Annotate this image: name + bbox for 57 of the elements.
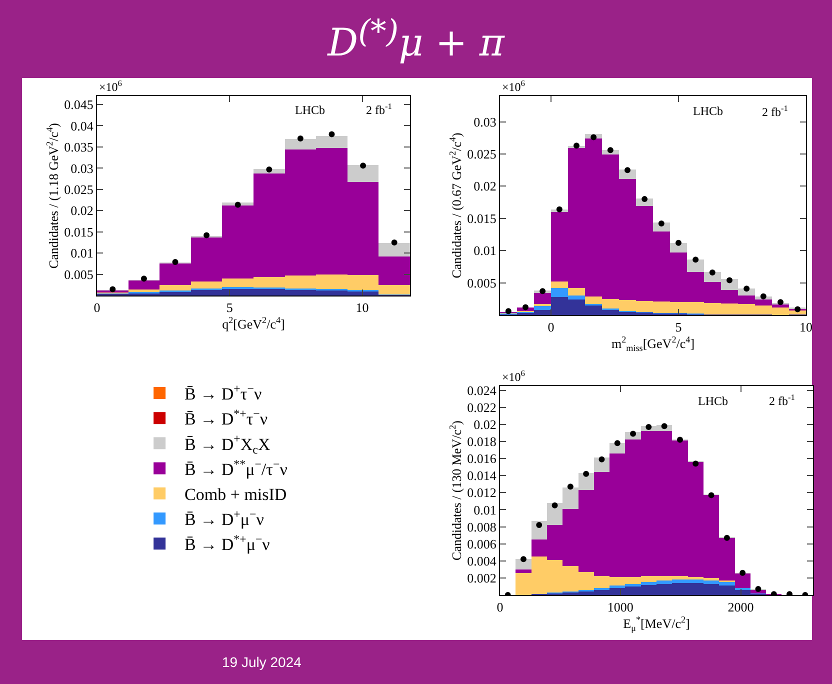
- y-tick-label: 0.005: [64, 266, 94, 282]
- annotation: 2 fb$^{-1}$: [366, 102, 392, 118]
- text: ×10$^{6}$: [502, 79, 525, 94]
- y-tick-label: 0.02: [474, 416, 496, 432]
- x-tick-label: 5: [226, 300, 233, 316]
- y-tick-label: 0.03: [474, 114, 496, 130]
- y-tick-label: 0.016: [467, 451, 497, 466]
- y-tick-label: 0.02: [474, 178, 496, 194]
- y-tick-label: 0.03: [70, 160, 94, 176]
- x-tick-label: 2000: [728, 600, 754, 615]
- x-tick-label: 0: [496, 600, 504, 615]
- x-axis-title: E$_{μ}$$^{*}$[MeV/c$^{2}$]: [623, 614, 690, 633]
- y-tick-label: 0.015: [467, 210, 496, 226]
- annotation: LHCb: [693, 104, 723, 118]
- y-tick-label: 0.02: [70, 203, 94, 218]
- legend-label: B̄ → D$^{+}$τ$^{−}$ν: [184, 381, 262, 404]
- y-tick-label: 0.025: [467, 146, 496, 162]
- legend-label: B̄ → D$^{*+}$τ$^{−}$ν: [184, 406, 268, 429]
- annotation: 2 fb$^{-1}$: [762, 104, 788, 120]
- text: ×10$^{6}$: [502, 369, 525, 384]
- y-tick-label: 0.004: [467, 553, 497, 568]
- legend-label: Comb + misID: [184, 485, 287, 504]
- y-tick-label: 0.002: [467, 570, 496, 586]
- y-tick-label: 0.01: [70, 246, 94, 261]
- y-tick-label: 0.014: [467, 468, 497, 484]
- y-tick-label: 0.008: [467, 519, 496, 534]
- y-tick-label: 0.018: [467, 434, 496, 449]
- y-tick-label: 0.015: [64, 224, 94, 240]
- x-axis-title: m$^{2}$$_{miss}$[GeV$^{2}$/c$^{4}$]: [611, 334, 695, 353]
- annotation: 2 fb$^{-1}$: [769, 393, 795, 408]
- y-tick-label: 0.025: [64, 182, 94, 197]
- x-tick-label: 0: [94, 300, 100, 316]
- text: ×10$^{6}$: [99, 79, 122, 94]
- x-tick-label: 0: [548, 320, 554, 335]
- y-tick-label: 0.04: [70, 118, 94, 134]
- annotation: LHCb: [295, 103, 325, 117]
- legend-label: B̄ → D$^{+}$X$_{c}$X: [184, 432, 270, 456]
- text: 19 July 2024: [222, 654, 302, 670]
- legend-label: B̄ → D$^{**}$μ$^{−}$/τ$^{−}$ν: [184, 456, 288, 479]
- x-tick-label: 10: [356, 300, 369, 316]
- y-tick-label: 0.005: [467, 275, 496, 290]
- y-tick-label: 0.022: [467, 400, 496, 415]
- y-tick-label: 0.01: [474, 243, 496, 258]
- legend-label: B̄ → D$^{+}$μ$^{−}$ν: [184, 506, 264, 530]
- legend-label: B̄ → D$^{*+}$μ$^{−}$ν: [184, 532, 270, 554]
- x-tick-label: 1000: [607, 600, 634, 615]
- y-tick-label: 0.024: [467, 382, 497, 398]
- chart-title: D$^{(*)}$μ + π: [326, 14, 506, 65]
- x-tick-label: 5: [675, 320, 682, 335]
- y-tick-label: 0.035: [64, 140, 94, 155]
- y-tick-label: 0.012: [467, 485, 496, 500]
- annotation: LHCb: [698, 394, 728, 408]
- x-tick-label: 10: [800, 320, 812, 335]
- y-tick-label: 0.045: [64, 97, 94, 112]
- x-axis-title: q$^{2}$[GeV$^{2}$/c$^{4}$]: [222, 315, 285, 332]
- y-tick-label: 0.01: [474, 502, 496, 518]
- y-tick-label: 0.006: [467, 536, 497, 552]
